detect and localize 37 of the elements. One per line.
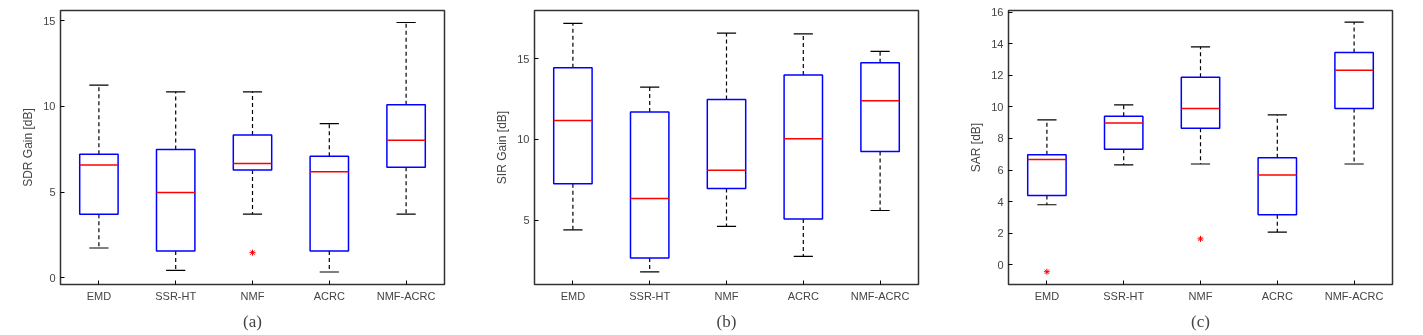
y-tick-label: 5 [523,214,530,227]
x-tick-label: NMF-ACRC [1324,289,1384,302]
y-tick-label: 15 [43,14,56,27]
y-tick-label: 2 [997,227,1004,240]
x-tick-label: NMF [714,289,739,302]
y-axis-title: SAR [dB] [969,122,984,173]
y-axis-title: SIR Gain [dB] [495,110,510,185]
y-tick-label: 16 [991,6,1004,19]
y-tick-label: 0 [49,271,56,284]
y-tick-label: 14 [991,37,1004,50]
text: (b) [716,311,737,331]
text: (c) [1191,311,1210,331]
y-tick-label: 0 [997,258,1004,271]
x-tick-label: SSR-HT [1103,289,1145,302]
y-tick-label: 10 [43,100,56,113]
x-tick-label: EMD [86,289,112,302]
y-tick-label: 6 [997,164,1004,176]
x-tick-label: NMF [1188,289,1213,302]
y-tick-label: 15 [517,52,530,65]
x-tick-label: NMF-ACRC [376,289,436,302]
text: (a) [243,311,262,331]
x-tick-label: NMF [240,289,265,302]
x-tick-label: EMD [1034,289,1060,302]
x-tick-label: ACRC [1261,289,1293,302]
y-tick-label: 10 [517,133,530,146]
y-tick-label: 12 [991,69,1004,82]
x-tick-label: ACRC [313,289,345,302]
x-tick-label: NMF-ACRC [850,289,910,302]
x-tick-label: SSR-HT [155,289,197,302]
x-tick-label: ACRC [787,289,819,302]
y-tick-label: 4 [997,195,1004,208]
y-tick-label: 5 [49,186,56,199]
y-axis-title: SDR Gain [dB] [21,108,36,187]
x-tick-label: EMD [560,289,586,302]
y-tick-label: 10 [991,100,1004,113]
y-tick-label: 8 [997,132,1004,145]
x-tick-label: SSR-HT [629,289,671,302]
